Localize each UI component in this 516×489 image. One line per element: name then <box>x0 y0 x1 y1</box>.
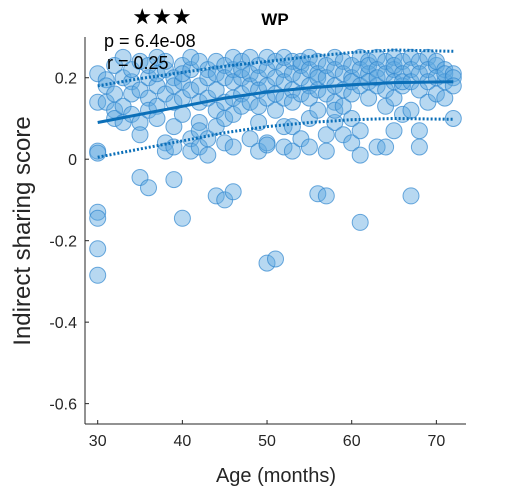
data-point <box>199 69 217 87</box>
data-point <box>317 187 335 205</box>
data-point <box>156 52 174 70</box>
data-point <box>444 77 462 95</box>
x-tick-label: 70 <box>427 433 445 450</box>
data-point <box>444 65 462 83</box>
x-tick-label: 40 <box>173 433 191 450</box>
data-point <box>275 138 293 156</box>
data-point <box>131 126 149 144</box>
data-point <box>258 48 276 66</box>
data-point <box>207 52 225 70</box>
x-tick-label: 60 <box>343 433 361 450</box>
data-point <box>173 209 191 227</box>
data-point <box>258 254 276 272</box>
data-point <box>267 101 284 119</box>
data-point <box>207 81 225 99</box>
data-point <box>199 146 217 164</box>
data-point <box>233 97 251 115</box>
x-tick-label: 30 <box>89 433 107 450</box>
y-tick-label: 0 <box>68 152 77 169</box>
axes: 30 40 50 60 70 -0.6 -0.4 -0.2 0 0.2 <box>49 37 466 450</box>
significance-stars: ★★★ <box>132 5 191 30</box>
fit-line <box>97 80 454 124</box>
data-point <box>182 142 200 160</box>
data-point <box>351 213 369 231</box>
data-point <box>326 101 344 119</box>
data-point <box>410 122 428 140</box>
data-point <box>360 89 378 107</box>
data-point <box>216 110 234 127</box>
data-point <box>89 240 107 258</box>
y-tick-label: -0.6 <box>49 397 77 414</box>
y-tick-label: 0.2 <box>55 71 77 88</box>
data-point <box>114 48 132 66</box>
data-points <box>89 48 462 284</box>
x-tick-label: 50 <box>258 433 276 450</box>
data-point <box>89 209 107 227</box>
data-point <box>89 266 107 284</box>
ci-lower-line <box>97 116 454 159</box>
y-axis-title: Indirect sharing score <box>9 116 36 345</box>
x-axis-title: Age (months) <box>216 465 336 487</box>
data-point <box>250 114 268 131</box>
data-point <box>385 89 403 107</box>
data-point <box>283 142 301 160</box>
fit-lines <box>97 48 454 159</box>
data-point <box>351 146 369 164</box>
data-point <box>89 65 107 83</box>
data-point <box>165 171 183 189</box>
data-point <box>334 52 352 70</box>
data-point <box>444 110 462 127</box>
data-point <box>300 138 318 156</box>
data-point <box>123 85 141 103</box>
data-point <box>343 134 361 152</box>
data-point <box>224 138 242 156</box>
data-point <box>267 250 284 268</box>
chart-title: WP <box>261 10 288 29</box>
data-point <box>351 122 369 140</box>
data-point <box>165 118 183 136</box>
data-point <box>258 136 276 154</box>
data-point <box>427 85 445 103</box>
data-point <box>326 48 344 66</box>
data-point <box>89 144 107 162</box>
data-point <box>89 203 107 221</box>
data-point <box>182 81 200 99</box>
data-point <box>334 97 352 115</box>
data-point <box>368 69 386 87</box>
data-point <box>131 52 149 70</box>
data-point <box>309 101 327 119</box>
data-point <box>368 48 386 66</box>
data-point <box>377 138 395 156</box>
data-point <box>224 183 242 201</box>
data-point <box>402 101 420 119</box>
data-point <box>165 77 183 95</box>
data-point <box>106 85 124 103</box>
p-value-text: p = 6.4e-08 <box>104 31 196 51</box>
y-tick-label: -0.2 <box>49 234 77 251</box>
y-tick-label: -0.4 <box>49 315 77 332</box>
data-point <box>402 187 420 205</box>
data-point <box>140 179 157 197</box>
data-point <box>410 138 428 156</box>
data-point <box>258 89 276 107</box>
data-point <box>394 105 411 123</box>
data-point <box>182 48 200 66</box>
data-point <box>207 187 225 205</box>
data-point <box>216 134 234 152</box>
data-point <box>317 142 335 160</box>
data-point <box>436 89 454 107</box>
data-point <box>402 48 420 66</box>
ci-upper-line <box>97 48 454 88</box>
data-point <box>385 122 403 140</box>
data-point <box>241 130 259 148</box>
r-value-text: r = 0.25 <box>107 53 169 73</box>
